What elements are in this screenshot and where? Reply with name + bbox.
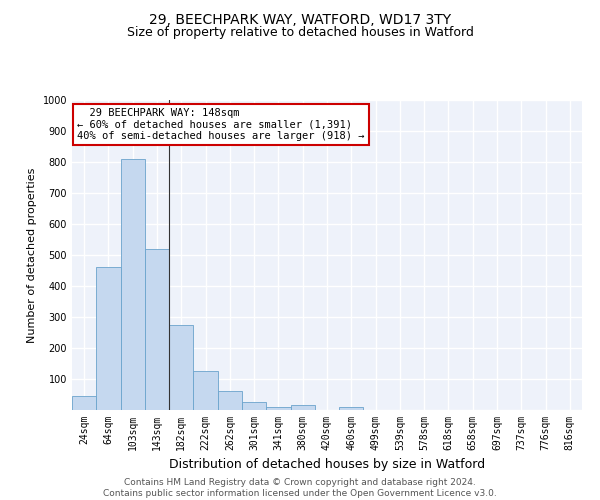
Bar bbox=[193, 371, 218, 410]
Bar bbox=[290, 406, 315, 410]
Bar bbox=[121, 159, 145, 410]
Bar bbox=[218, 392, 242, 410]
Bar bbox=[266, 407, 290, 410]
Text: Size of property relative to detached houses in Watford: Size of property relative to detached ho… bbox=[127, 26, 473, 39]
Bar bbox=[339, 407, 364, 410]
Bar bbox=[96, 268, 121, 410]
Text: 29 BEECHPARK WAY: 148sqm
← 60% of detached houses are smaller (1,391)
40% of sem: 29 BEECHPARK WAY: 148sqm ← 60% of detach… bbox=[77, 108, 365, 141]
Text: Contains HM Land Registry data © Crown copyright and database right 2024.
Contai: Contains HM Land Registry data © Crown c… bbox=[103, 478, 497, 498]
Bar bbox=[242, 402, 266, 410]
Bar bbox=[145, 249, 169, 410]
Y-axis label: Number of detached properties: Number of detached properties bbox=[27, 168, 37, 342]
X-axis label: Distribution of detached houses by size in Watford: Distribution of detached houses by size … bbox=[169, 458, 485, 471]
Bar bbox=[169, 325, 193, 410]
Text: 29, BEECHPARK WAY, WATFORD, WD17 3TY: 29, BEECHPARK WAY, WATFORD, WD17 3TY bbox=[149, 12, 451, 26]
Bar bbox=[72, 396, 96, 410]
